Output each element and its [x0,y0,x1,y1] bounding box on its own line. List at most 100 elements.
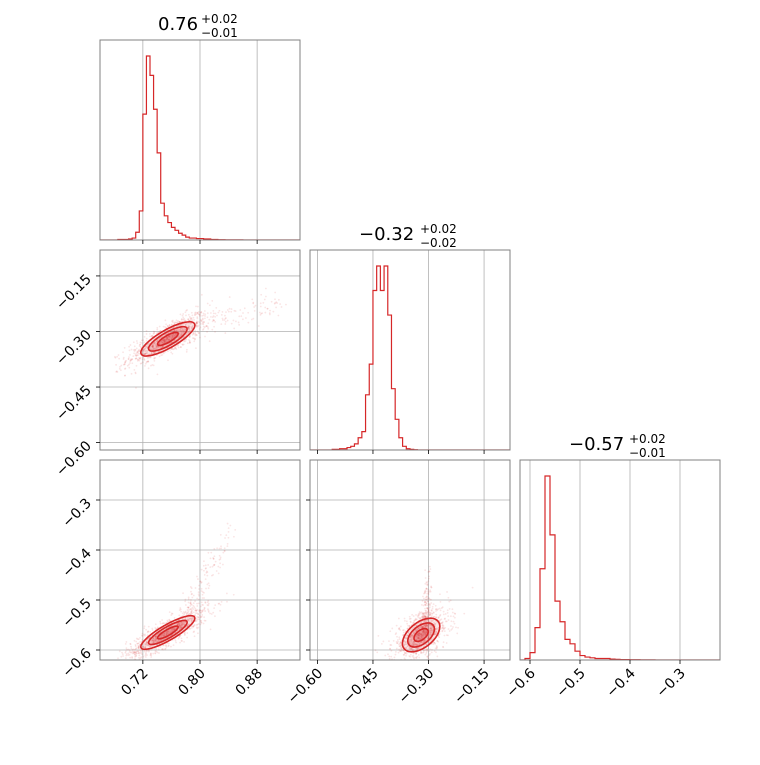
sample-point [153,638,156,641]
sample-point [171,336,174,339]
sample-point [180,621,183,624]
sample-point [441,626,444,629]
sample-point [430,620,433,623]
sample-point [206,316,209,319]
sample-point [227,310,230,313]
sample-point [428,597,430,600]
sample-point [192,625,195,628]
sample-point [144,653,147,655]
sample-point [173,321,176,324]
sample-point [115,363,117,366]
sample-point [423,632,425,634]
sample-point [187,326,190,329]
sample-point [155,332,158,335]
sample-point [211,328,214,331]
sample-point [226,319,229,322]
sample-point [152,344,154,347]
sample-point [179,634,182,637]
sample-point [422,625,424,628]
sample-point [396,635,398,638]
sample-point [218,309,221,312]
sample-point [127,358,130,360]
sample-point [137,645,140,648]
sample-point [195,620,198,622]
sample-point [184,610,187,613]
sample-point [187,331,190,333]
sample-point [192,316,195,319]
sample-point [197,331,200,334]
sample-point [420,641,422,643]
sample-point [157,639,160,642]
sample-point [237,321,240,324]
sample-point [164,644,167,647]
sample-point [204,315,206,317]
sample-point [432,629,434,632]
sample-point [199,326,202,329]
sample-point [191,314,194,317]
sample-point [151,645,154,648]
sample-point [412,644,415,647]
sample-point [134,354,137,356]
sample-point [162,634,165,637]
sample-point [191,620,193,622]
sample-point [398,650,401,652]
sample-point [425,623,428,626]
sample-point [421,630,424,633]
sample-point [180,621,182,624]
sample-point [424,596,427,599]
sample-point [171,335,174,338]
sample-point [131,362,134,365]
sample-point [436,646,438,648]
sample-point [200,609,203,612]
sample-point [443,634,446,637]
sample-point [201,591,204,593]
sample-point [441,606,444,609]
sample-point [415,652,417,655]
sample-point [133,350,136,353]
sample-point [413,643,416,646]
sample-point [253,306,256,308]
sample-point [206,601,209,604]
sample-point [167,642,170,645]
sample-point [193,338,196,341]
sample-point [197,578,199,580]
sample-point [420,641,423,644]
sample-point [430,627,433,630]
sample-point [406,634,408,637]
sample-point [217,572,220,575]
xtick-label-0-0: 0.72 [118,666,151,699]
sample-point [219,609,221,612]
sample-point [145,641,148,643]
sample-point [409,636,412,638]
sample-point [425,631,427,633]
contour-level-0-1-0 [140,320,196,357]
sample-point [416,636,419,639]
sample-point [418,632,421,635]
sample-point [414,643,417,646]
sample-point [428,631,431,634]
sample-point [200,587,203,590]
sample-point [195,321,198,324]
sample-point [131,358,134,361]
sample-point [451,627,454,630]
sample-point [423,620,426,623]
sample-point [409,617,412,620]
sample-point [130,359,133,362]
sample-point [154,636,157,639]
sample-point [198,313,201,316]
sample-point [152,332,155,335]
sample-point [189,604,192,607]
sample-point [140,656,143,659]
sample-point [135,347,138,350]
sample-point [397,627,400,630]
panel-r2-c0 [96,459,301,664]
sample-point [201,610,204,613]
sample-point [435,627,437,630]
sample-point [426,615,429,618]
sample-point [214,330,216,333]
sample-point [422,616,425,618]
sample-point [408,625,411,628]
sample-point [186,619,189,621]
sample-point [411,637,413,640]
sample-point [398,628,401,631]
